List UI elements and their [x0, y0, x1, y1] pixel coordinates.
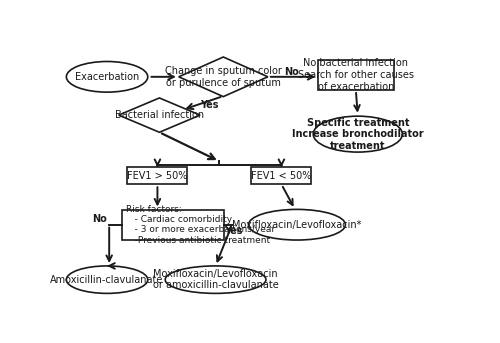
- Text: Risk factors:
   - Cardiac comorbidity
   - 3 or more exacerbations/year
   -Pre: Risk factors: - Cardiac comorbidity - 3 …: [126, 205, 276, 245]
- Text: Specific treatment
Increase bronchodilator
treatment: Specific treatment Increase bronchodilat…: [292, 118, 424, 151]
- Text: Yes: Yes: [224, 226, 242, 236]
- Text: No bacterial infection
Search for other causes
of exacerbation: No bacterial infection Search for other …: [298, 58, 414, 92]
- Text: Bacterial infection: Bacterial infection: [115, 110, 204, 120]
- Text: No: No: [92, 214, 107, 224]
- Bar: [318, 60, 394, 90]
- Bar: [128, 167, 188, 185]
- Text: Amoxicillin-clavulanate: Amoxicillin-clavulanate: [50, 275, 164, 285]
- Text: Moxifloxacin/Levofloxacin*: Moxifloxacin/Levofloxacin*: [232, 220, 362, 230]
- Text: Moxifloxacin/Levofloxacin
or amoxicillin-clavulanate: Moxifloxacin/Levofloxacin or amoxicillin…: [152, 269, 278, 291]
- Text: Exacerbation: Exacerbation: [75, 72, 139, 82]
- Text: FEV1 > 50%: FEV1 > 50%: [127, 171, 188, 181]
- Bar: [122, 210, 224, 240]
- Text: No: No: [284, 67, 300, 77]
- Bar: [252, 167, 312, 185]
- Text: Change in sputum color
or purulence of sputum: Change in sputum color or purulence of s…: [165, 66, 282, 87]
- Text: FEV1 < 50%: FEV1 < 50%: [252, 171, 312, 181]
- Text: Yes: Yes: [200, 100, 218, 110]
